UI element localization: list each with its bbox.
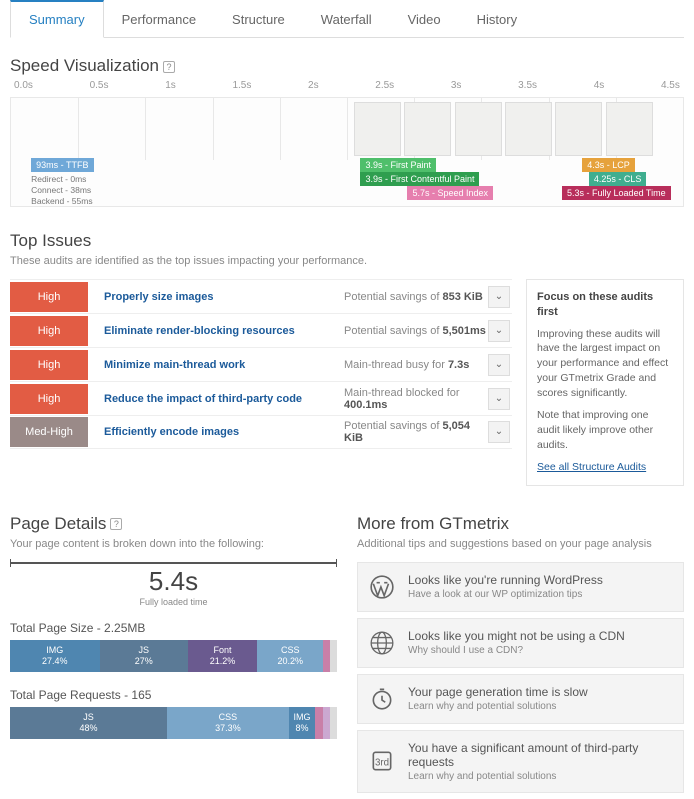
tab-summary[interactable]: Summary xyxy=(10,0,104,38)
issue-row: High Eliminate render-blocking resourcesP… xyxy=(10,313,512,347)
timing-marker: 3.9s - First Contentful Paint xyxy=(360,172,479,186)
issue-detail: Main-thread blocked for 400.1ms xyxy=(344,387,488,411)
timeline-axis: 0.0s0.5s1s1.5s2s2.5s3s3.5s4s4.5s xyxy=(10,80,684,91)
timing-marker: 5.7s - Speed Index xyxy=(407,186,493,200)
ttfb-details: Redirect - 0msConnect - 38msBackend - 55… xyxy=(31,174,92,207)
issue-name-link[interactable]: Minimize main-thread work xyxy=(104,359,344,371)
tip-text: You have a significant amount of third-p… xyxy=(408,741,673,782)
tabs: SummaryPerformanceStructureWaterfallVide… xyxy=(10,0,684,38)
severity-badge: Med-High xyxy=(10,417,88,447)
top-issues-title: Top Issues xyxy=(10,231,684,251)
severity-badge: High xyxy=(10,350,88,380)
tip-text: Looks like you might not be using a CDNW… xyxy=(408,629,625,656)
tip-row[interactable]: 3rd You have a significant amount of thir… xyxy=(357,730,684,793)
issue-detail: Potential savings of 853 KiB xyxy=(344,291,488,303)
third-icon: 3rd xyxy=(368,747,396,775)
tip-text: Looks like you're running WordPressHave … xyxy=(408,573,603,600)
chevron-down-icon[interactable]: ⌄ xyxy=(488,421,510,443)
svg-text:3rd: 3rd xyxy=(375,758,389,769)
timing-marker: 5.3s - Fully Loaded Time xyxy=(562,186,671,200)
top-issues-subtitle: These audits are identified as the top i… xyxy=(10,255,684,267)
tip-row[interactable]: Looks like you might not be using a CDNW… xyxy=(357,618,684,668)
speed-viz-title: Speed Visualization? xyxy=(10,56,684,76)
filmstrip-frame xyxy=(555,102,602,156)
tip-row[interactable]: Looks like you're running WordPressHave … xyxy=(357,562,684,612)
see-all-audits-link[interactable]: See all Structure Audits xyxy=(537,461,646,473)
timing-marker: 3.9s - First Paint xyxy=(360,158,436,172)
tip-row[interactable]: Your page generation time is slowLearn w… xyxy=(357,674,684,724)
chevron-down-icon[interactable]: ⌄ xyxy=(488,286,510,308)
issue-name-link[interactable]: Efficiently encode images xyxy=(104,426,344,438)
bar-segment: JS27% xyxy=(100,640,188,672)
ttfb-badge: 93ms - TTFB xyxy=(31,158,93,172)
tab-video[interactable]: Video xyxy=(390,0,459,37)
bar-segment xyxy=(323,707,330,739)
page-details-subtitle: Your page content is broken down into th… xyxy=(10,538,337,550)
issue-detail: Potential savings of 5,501ms xyxy=(344,325,488,337)
page-requests-bar: JS48%CSS37.3%IMG8% xyxy=(10,707,337,739)
speed-timeline: 93ms - TTFB Redirect - 0msConnect - 38msB… xyxy=(10,97,684,207)
filmstrip-frame xyxy=(354,102,401,156)
issue-row: Med-High Efficiently encode imagesPotenti… xyxy=(10,415,512,449)
chevron-down-icon[interactable]: ⌄ xyxy=(488,354,510,376)
clock-icon xyxy=(368,685,396,713)
fully-loaded-time: 5.4s xyxy=(10,566,337,597)
wp-icon xyxy=(368,573,396,601)
tab-performance[interactable]: Performance xyxy=(104,0,214,37)
severity-badge: High xyxy=(10,316,88,346)
tip-text: Your page generation time is slowLearn w… xyxy=(408,685,588,712)
more-subtitle: Additional tips and suggestions based on… xyxy=(357,538,684,550)
issue-name-link[interactable]: Reduce the impact of third-party code xyxy=(104,393,344,405)
issue-name-link[interactable]: Properly size images xyxy=(104,291,344,303)
page-size-bar: IMG27.4%JS27%Font21.2%CSS20.2% xyxy=(10,640,337,672)
page-requests-label: Total Page Requests - 165 xyxy=(10,688,337,702)
filmstrip-frame xyxy=(505,102,552,156)
chevron-down-icon[interactable]: ⌄ xyxy=(488,388,510,410)
sidebar-p2: Note that improving one audit likely imp… xyxy=(537,408,673,452)
filmstrip-frame xyxy=(606,102,653,156)
sidebar-p1: Improving these audits will have the lar… xyxy=(537,327,673,400)
help-icon[interactable]: ? xyxy=(163,61,175,73)
tab-history[interactable]: History xyxy=(459,0,535,37)
issue-name-link[interactable]: Eliminate render-blocking resources xyxy=(104,325,344,337)
tips-list: Looks like you're running WordPressHave … xyxy=(357,562,684,793)
issue-row: High Properly size imagesPotential saving… xyxy=(10,279,512,313)
bar-segment: CSS37.3% xyxy=(167,707,289,739)
tab-waterfall[interactable]: Waterfall xyxy=(303,0,390,37)
issues-sidebar: Focus on these audits first Improving th… xyxy=(526,279,684,486)
severity-badge: High xyxy=(10,384,88,414)
chevron-down-icon[interactable]: ⌄ xyxy=(488,320,510,342)
help-icon[interactable]: ? xyxy=(110,518,122,530)
globe-icon xyxy=(368,629,396,657)
bar-segment: IMG27.4% xyxy=(10,640,100,672)
bar-segment xyxy=(330,707,337,739)
issues-list: HighProperly size imagesPotential saving… xyxy=(10,279,512,486)
bar-segment: CSS20.2% xyxy=(257,640,323,672)
page-size-label: Total Page Size - 2.25MB xyxy=(10,621,337,635)
more-title: More from GTmetrix xyxy=(357,514,684,534)
filmstrip-frame xyxy=(404,102,451,156)
bar-segment: IMG8% xyxy=(289,707,315,739)
bar-segment: JS48% xyxy=(10,707,167,739)
time-ruler xyxy=(10,562,337,564)
severity-badge: High xyxy=(10,282,88,312)
issue-row: High Reduce the impact of third-party cod… xyxy=(10,381,512,415)
fully-loaded-label: Fully loaded time xyxy=(10,597,337,607)
bar-segment: Font21.2% xyxy=(188,640,257,672)
issue-row: High Minimize main-thread workMain-thread… xyxy=(10,347,512,381)
bar-segment xyxy=(323,640,330,672)
issue-detail: Potential savings of 5,054 KiB xyxy=(344,420,488,444)
bar-segment xyxy=(330,640,337,672)
issue-detail: Main-thread busy for 7.3s xyxy=(344,359,488,371)
timing-marker: 4.25s - CLS xyxy=(589,172,647,186)
filmstrip-frame xyxy=(455,102,502,156)
timing-marker: 4.3s - LCP xyxy=(582,158,635,172)
page-details-title: Page Details? xyxy=(10,514,337,534)
bar-segment xyxy=(315,707,323,739)
sidebar-heading: Focus on these audits first xyxy=(537,290,673,321)
tab-structure[interactable]: Structure xyxy=(214,0,303,37)
